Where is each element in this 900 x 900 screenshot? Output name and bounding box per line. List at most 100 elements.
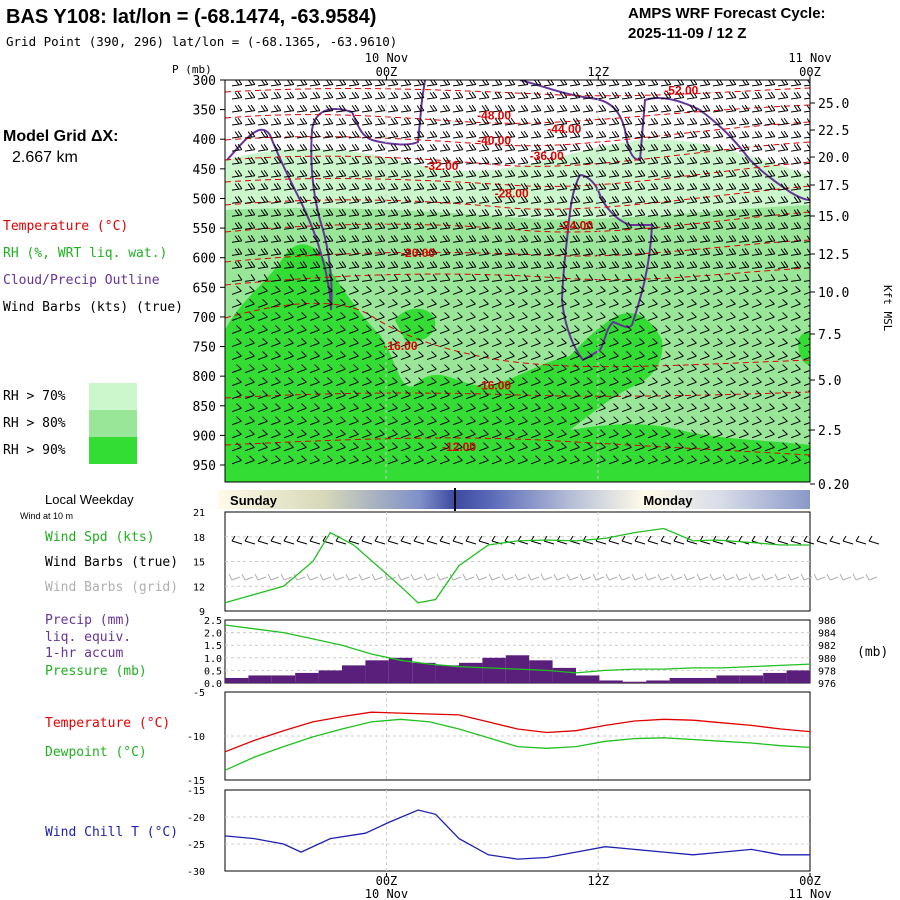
wind-barb: [556, 104, 568, 113]
wind-barb-staff: [387, 381, 398, 387]
wind-barb: [777, 312, 788, 321]
wind-barb-flag: [614, 209, 620, 216]
wind-barb-flag: [286, 261, 292, 268]
wind-barb-flag: [351, 157, 357, 164]
wind-barb-flag: [676, 183, 682, 190]
surface-wind-barb-staff: [361, 540, 373, 545]
surface-wind-barb-flag: [270, 535, 275, 542]
wind-barb-flag: [809, 235, 810, 242]
wind-barb-flag: [416, 196, 422, 203]
wind-barb-staff: [530, 381, 541, 387]
wind-barb-staff: [764, 227, 775, 230]
wind-barb-flag: [572, 209, 578, 216]
wind-barb-staff: [387, 279, 398, 282]
wind-barb-staff: [244, 316, 255, 321]
wind-barb: [244, 130, 256, 139]
wind-barb: [231, 286, 242, 295]
wind-barb-staff: [361, 420, 372, 426]
grid-wind-barb-flag: [241, 573, 246, 581]
wind-barb-flag: [756, 377, 762, 383]
wind-barb: [712, 169, 724, 178]
wind-barb-flag: [483, 377, 489, 383]
wind-barb-staff: [348, 175, 359, 178]
wind-barb: [478, 377, 489, 387]
wind-barb-staff: [699, 175, 710, 178]
wind-barb-staff: [244, 84, 255, 87]
wind-barb: [426, 196, 438, 204]
wind-barb-staff: [686, 136, 697, 139]
wind-barb-staff: [231, 136, 242, 139]
wind-barb-flag: [783, 235, 789, 242]
wind-barb-flag: [263, 143, 269, 150]
wind-barb-flag: [484, 130, 490, 137]
wind-barb-flag: [705, 130, 711, 137]
wind-barb-staff: [621, 123, 632, 126]
wind-barb: [803, 209, 810, 217]
wind-barb-flag: [666, 117, 672, 124]
wind-barb: [257, 222, 269, 230]
wind-barb-flag: [507, 105, 513, 112]
wind-barb-flag: [484, 248, 490, 255]
wind-barb-flag: [744, 130, 750, 137]
wind-barb-flag: [236, 403, 242, 409]
wind-barb-staff: [400, 123, 411, 126]
wind-barb: [244, 209, 256, 217]
wind-barb-flag: [314, 429, 320, 435]
wind-barb: [595, 209, 607, 217]
wind-barb-flag: [301, 403, 307, 409]
wind-barb-flag: [442, 170, 448, 177]
wind-barb-staff: [452, 459, 463, 465]
wind-barb-flag: [351, 144, 357, 151]
wind-barb-staff: [777, 279, 788, 282]
wind-barb: [465, 325, 476, 334]
wind-barb: [647, 143, 659, 152]
wind-barb-flag: [325, 157, 331, 164]
wind-barb: [491, 338, 502, 348]
wind-barb: [556, 312, 567, 321]
wind-barb: [296, 222, 308, 230]
wind-barb-flag: [405, 351, 411, 357]
wind-barb-flag: [808, 351, 810, 357]
wind-barb-staff: [426, 266, 437, 269]
wind-barb-flag: [481, 105, 487, 112]
wind-barb-flag: [327, 429, 333, 435]
wind-barb: [686, 117, 698, 126]
wind-barb: [322, 222, 334, 230]
wind-barb: [335, 351, 346, 361]
wind-barb-staff: [569, 355, 580, 361]
wind-barb-staff: [647, 110, 658, 113]
wind-barb-flag: [247, 222, 253, 229]
rh-shading: [225, 139, 810, 482]
wind-barb-flag: [639, 364, 645, 370]
wind-barb-staff: [270, 227, 281, 230]
wind-barb-staff: [660, 407, 671, 413]
wind-barb-flag: [782, 364, 788, 370]
wind-barb-staff: [452, 407, 463, 413]
wind-barb: [764, 156, 776, 165]
wind-barb: [374, 455, 385, 465]
wind-barb-flag: [783, 156, 789, 163]
wind-barb-staff: [426, 368, 437, 374]
wind-barb-staff: [790, 433, 801, 439]
wind-barb-flag: [756, 286, 762, 292]
wind-barb: [426, 429, 437, 439]
wind-barb: [647, 455, 658, 465]
wind-barb-flag: [535, 416, 541, 422]
wind-barb: [348, 104, 360, 113]
wind-barb: [764, 455, 775, 465]
surface-wind-barb: [244, 535, 256, 545]
wind-barb-staff: [764, 355, 775, 361]
wind-barb: [452, 286, 463, 295]
wind-barb-staff: [400, 368, 411, 374]
wind-barb-flag: [275, 299, 281, 305]
wind-barb-flag: [301, 364, 307, 370]
wind-barb-staff: [686, 279, 697, 282]
surface-wind-barb: [283, 535, 295, 545]
wind-barb-flag: [653, 209, 659, 216]
wind-barb: [348, 286, 359, 295]
wind-barb: [725, 455, 736, 465]
wind-barb: [725, 442, 736, 452]
wind-barb-flag: [663, 209, 669, 216]
wind-barb-flag: [338, 183, 344, 190]
wind-barb-flag: [715, 261, 721, 268]
